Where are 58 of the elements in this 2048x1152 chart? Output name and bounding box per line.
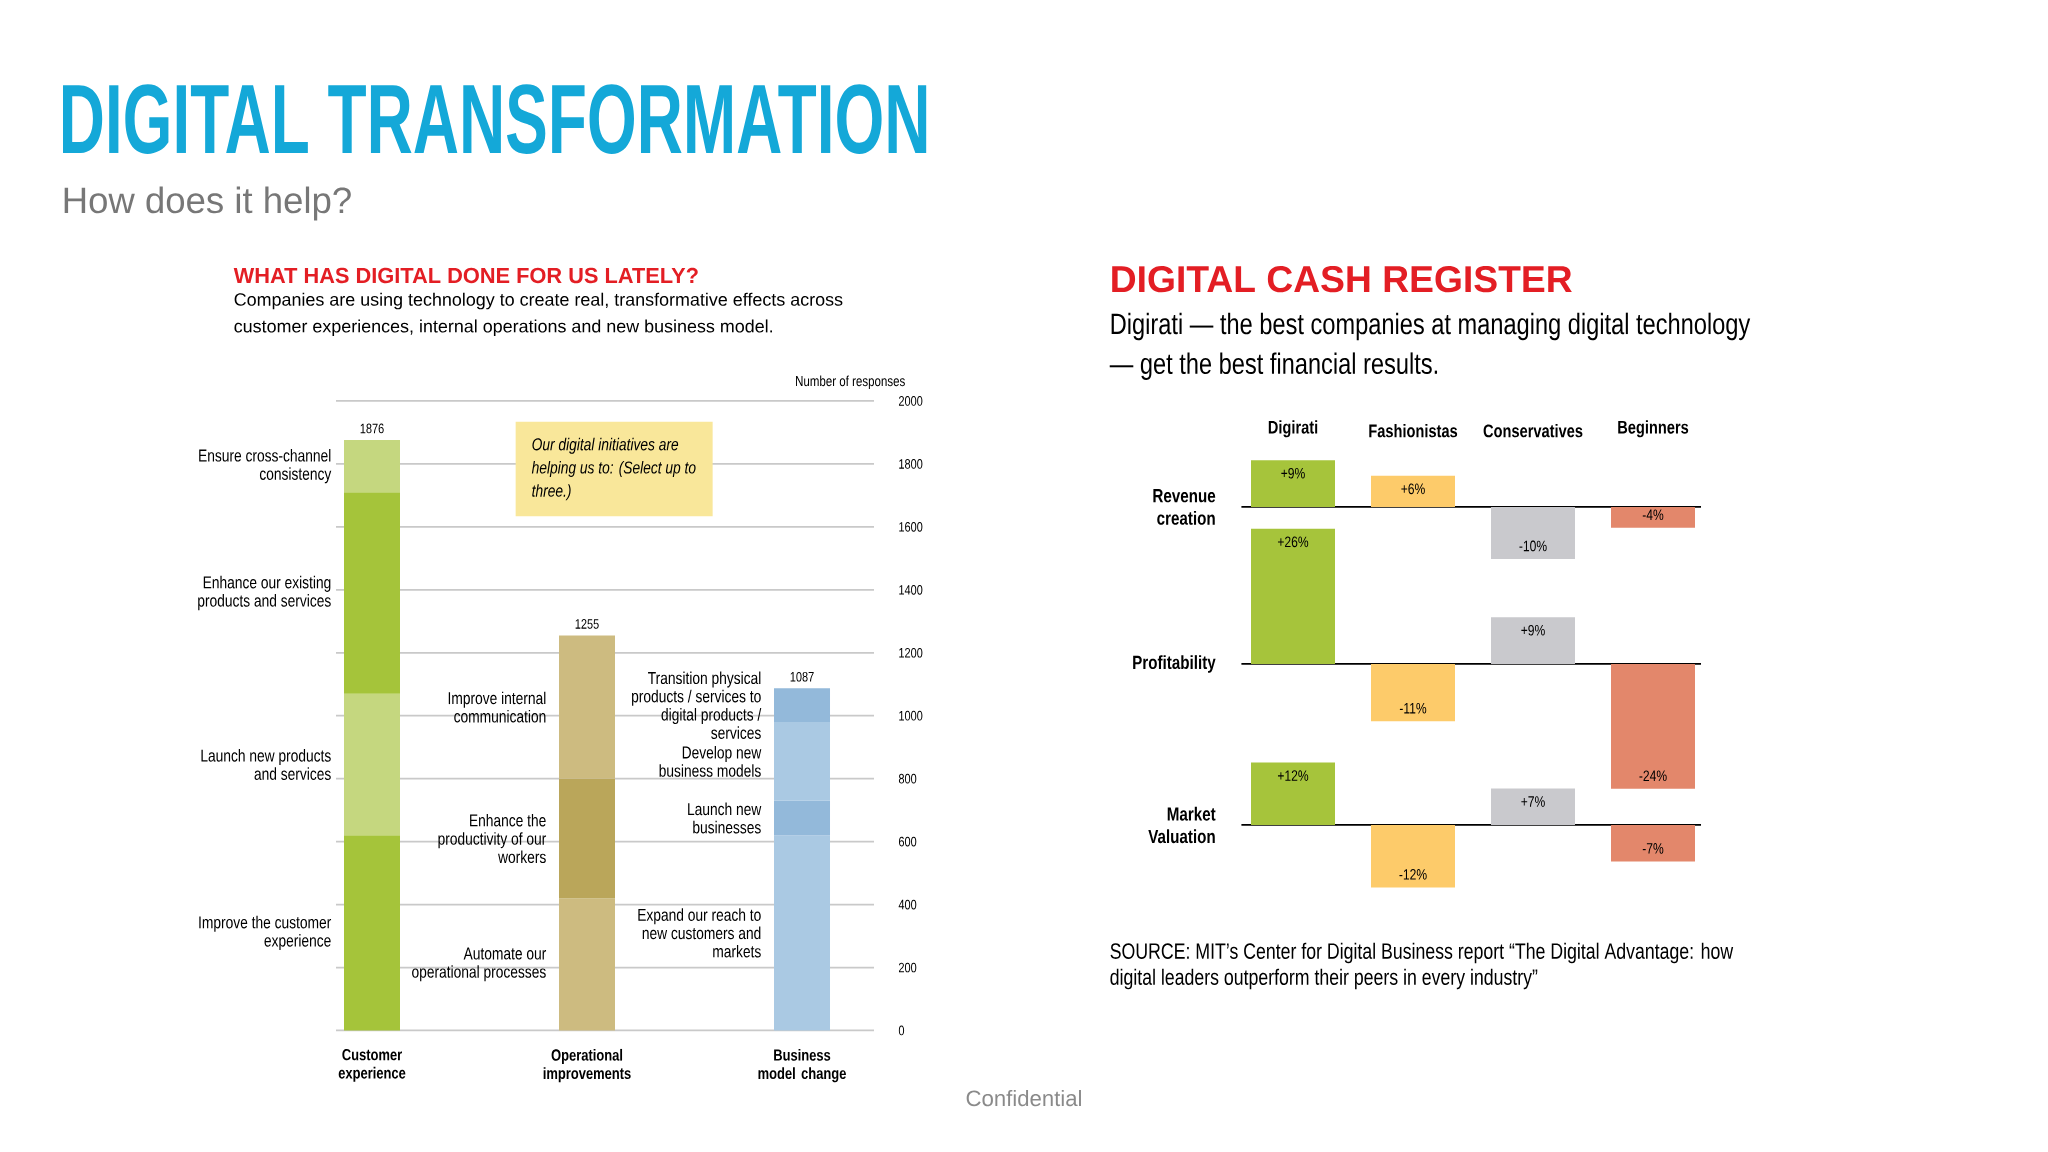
data-label: +7% — [1521, 796, 1545, 807]
bar — [559, 778, 615, 899]
y-tick-label: 1000 — [899, 710, 923, 721]
data-label: +12% — [1277, 770, 1309, 781]
y-tick-label: 1200 — [899, 647, 923, 658]
annotation: Develop new business models — [659, 745, 762, 777]
y-axis-title: Number of responses — [796, 375, 905, 389]
annotation: Automate our operational processes — [412, 947, 547, 982]
text: How does it help? — [64, 186, 351, 221]
x-tick-label: Fashionistas — [1369, 423, 1458, 438]
y-tick-label: 600 — [898, 836, 917, 847]
chart-title: DIGITAL CASH REGISTER — [1112, 265, 1572, 293]
y-tick-label: 1400 — [899, 584, 923, 595]
annotation: Improve internal communication — [448, 691, 546, 723]
y-tick-label: 400 — [898, 899, 917, 910]
y-tick-label: 0 — [898, 1025, 905, 1036]
y-tick-label: 1600 — [899, 522, 923, 532]
y-axis-title: Profitability — [1133, 655, 1216, 673]
text: Launch new products and services — [201, 749, 331, 780]
annotation: Enhance the productivity of our workers — [438, 813, 547, 864]
data-label: -7% — [1642, 843, 1664, 854]
y-tick-label: 200 — [898, 962, 917, 973]
x-tick-label: Conservatives — [1483, 423, 1583, 438]
data-label: -11% — [1399, 702, 1427, 714]
y-tick-label: 800 — [898, 773, 917, 784]
x-tick-label: Customer experience — [338, 1048, 406, 1082]
annotation: Launch new businesses — [688, 802, 762, 834]
text: Ensure cross-channel consistency — [199, 449, 332, 484]
x-tick-label: Business model change — [758, 1048, 846, 1083]
total-label: 1876 — [360, 423, 384, 434]
data-label: +26% — [1277, 536, 1309, 548]
text: Enhance our existing products and services — [198, 575, 331, 611]
data-label: -4% — [1642, 509, 1664, 521]
data-label: +6% — [1401, 483, 1425, 495]
chart-subtitle: Digirati — the best companies at managing digital technology — get the best financial results. — [1109, 312, 1751, 380]
annotation: Expand our reach to new customers and markets — [638, 908, 761, 958]
annotation: Our digital initiatives are helping us to: (Select up to three.) — [531, 437, 696, 501]
data-label: -24% — [1639, 770, 1667, 782]
data-label: +9% — [1281, 467, 1305, 479]
x-tick-label: Digirati — [1268, 420, 1318, 438]
data-label: -10% — [1519, 540, 1547, 552]
data-label: -12% — [1399, 869, 1427, 880]
text: Improve the customer experience — [199, 915, 332, 951]
chart-title: WHAT HAS DIGITAL DONE FOR US LATELY? — [233, 267, 698, 284]
text: DIGITAL TRANSFORMATION — [63, 84, 927, 154]
y-axis-title: Revenue creation — [1153, 489, 1216, 525]
x-tick-label: Beginners — [1618, 420, 1689, 438]
total-label: 1087 — [790, 671, 814, 682]
chart-subtitle: Companies are using technology to create real, transformative effects across customer experiences, internal operations and new business model. — [234, 292, 843, 337]
y-axis-title: Market Valuation — [1148, 806, 1216, 844]
y-tick-label: 1800 — [899, 459, 923, 469]
total-label: 1255 — [575, 619, 599, 629]
source-note: SOURCE: MIT’s Center for Digital Business report “The Digital Advantage: how digital leaders outperform their peers in every industry” — [1110, 942, 1734, 990]
x-tick-label: Operational improvements — [543, 1048, 631, 1083]
text: Confidential — [966, 1089, 1081, 1107]
y-tick-label: 2000 — [898, 396, 923, 406]
annotation: Transition physical products / services to digital products / services — [632, 671, 762, 739]
data-label: +9% — [1521, 624, 1545, 636]
